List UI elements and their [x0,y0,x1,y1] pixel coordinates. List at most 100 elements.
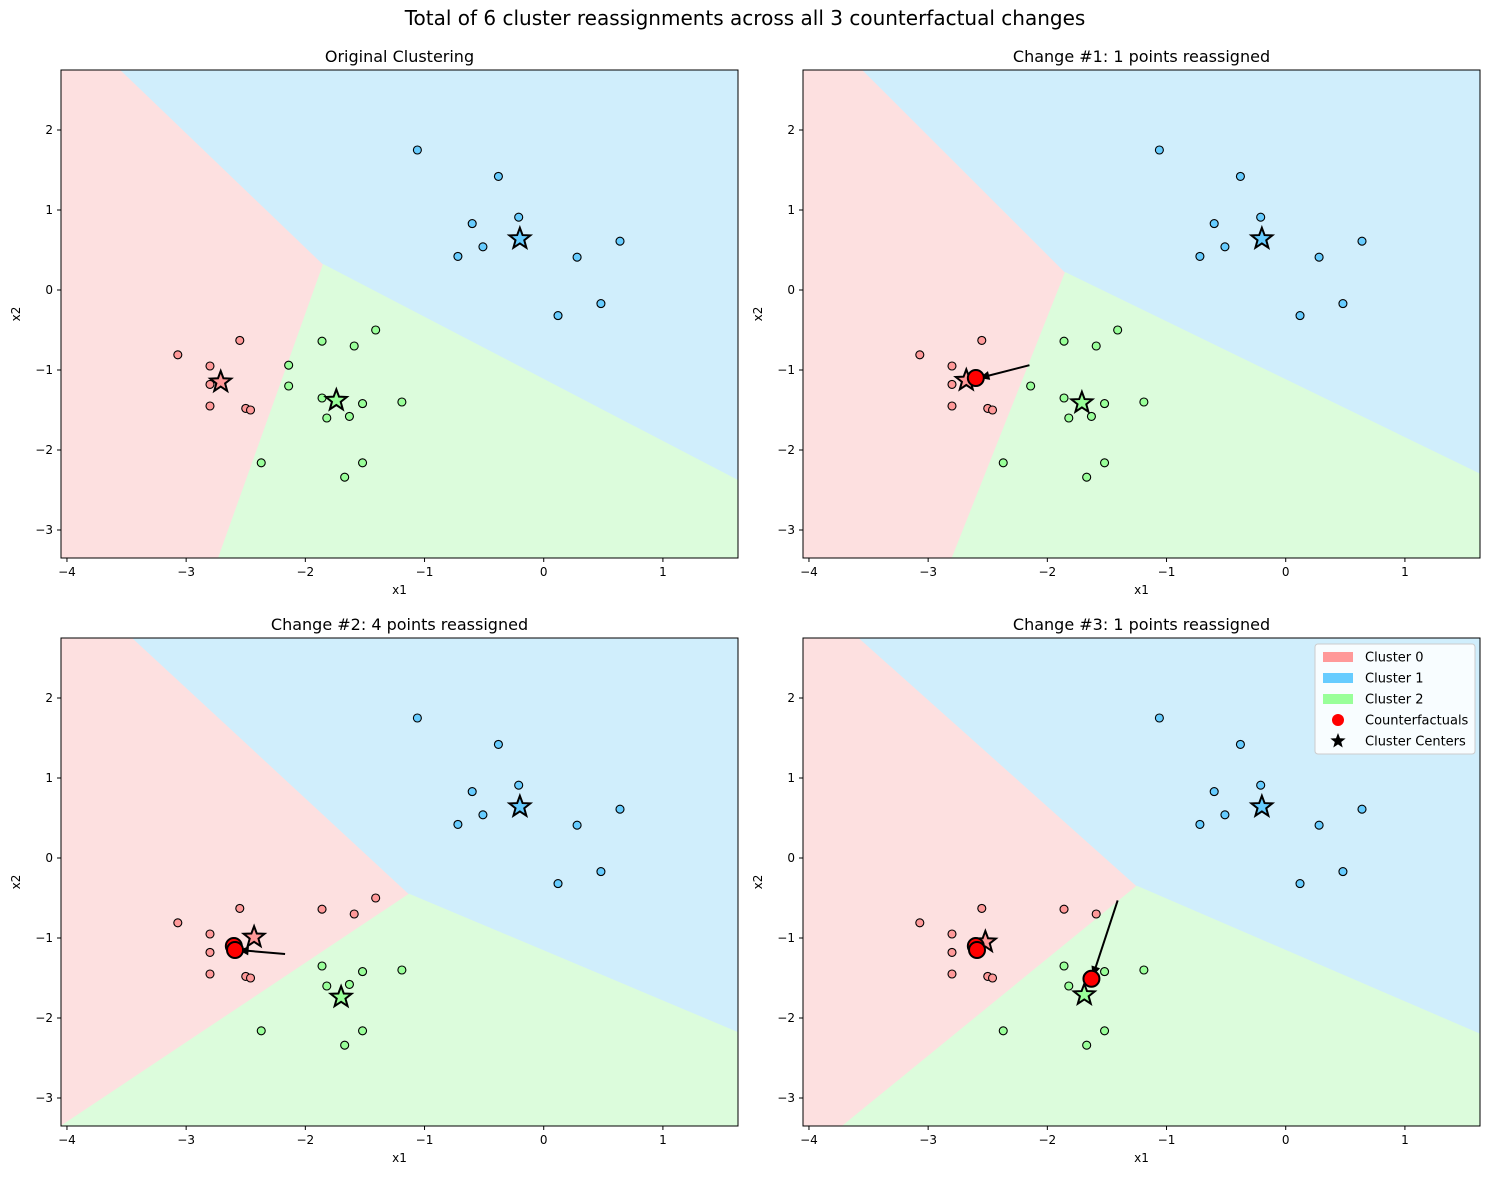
data-point [1082,1040,1092,1050]
y-tick-label: 0 [45,283,53,297]
data-point [358,399,368,409]
data-point [1064,413,1074,423]
data-point [245,405,256,415]
x-tick-label: 1 [1401,1133,1409,1147]
data-point [1220,242,1230,252]
data-point [245,973,256,983]
x-tick-label: −2 [296,1133,314,1147]
y-tick-label: −2 [777,443,795,457]
data-point [478,810,488,820]
x-tick-label: −2 [1038,565,1056,579]
x-tick-label: −4 [58,1133,76,1147]
plot-area [61,638,738,1126]
data-point [205,929,215,939]
data-point [987,405,998,415]
y-tick-label: 2 [45,123,53,137]
data-point [1059,961,1069,971]
data-point [1154,713,1164,723]
data-point [317,393,327,403]
x-tick-label: 0 [540,565,548,579]
data-point [514,212,524,222]
data-point [205,947,215,957]
data-point [1357,236,1367,246]
data-point [915,918,925,928]
axes-frame [802,637,1481,1127]
subplot-original-clustering: Original Clustering −4 −3 −2 −1 0 1 −3 −2 −1 0 1 2 x1… [9,47,739,597]
y-tick-label: −3 [35,523,53,537]
data-point [1082,472,1092,482]
legend-swatch-counterfactual [1332,714,1344,726]
legend-label: Counterfactuals [1365,714,1469,729]
y-tick-label: −3 [35,1091,53,1105]
axes-frame [60,637,739,1127]
data-point [349,341,359,351]
y-tick-label: 1 [45,203,53,217]
x-tick-label: −3 [177,565,195,579]
data-point [1220,810,1230,820]
data-point [205,401,215,411]
data-point [553,879,563,889]
decision-region-cluster-1 [120,70,738,481]
data-point [1091,909,1101,919]
data-point [205,361,215,371]
data-point [947,379,957,389]
subplot-title: Change #2: 4 points reassigned [271,615,528,634]
x-tick-label: 1 [659,1133,667,1147]
data-point [998,458,1008,468]
decision-region-cluster-2 [841,885,1480,1126]
data-point [1235,171,1245,181]
data-point [596,299,606,309]
data-point [1026,381,1036,391]
data-point [1209,219,1219,229]
data-point [596,867,606,877]
data-point [322,981,332,991]
data-point [371,325,381,335]
data-point [1059,904,1069,914]
legend-swatch-cluster-2 [1323,694,1353,704]
subplot-change-3: Change #3: 1 points reassigned −4 −3 −2 −1 0 1… [751,615,1481,1165]
data-point [1100,1026,1110,1036]
data-point [284,381,294,391]
y-tick-label: 2 [787,123,795,137]
data-point [1139,397,1149,407]
cluster-center-star [327,983,355,1009]
data-point [453,819,463,829]
data-point [1314,252,1324,262]
data-point [1100,399,1110,409]
legend-swatch-cluster-0 [1323,652,1353,662]
x-axis-label: x1 [1134,583,1149,597]
y-axis-label: x2 [9,307,23,322]
y-tick-label: 1 [45,771,53,785]
counterfactual-point [966,369,985,387]
counterfactual-point [1082,969,1101,988]
data-point [358,458,368,468]
data-point [358,967,368,977]
data-point [173,918,183,928]
x-tick-label: −4 [800,565,818,579]
data-point [322,413,332,423]
x-tick-label: −4 [800,1133,818,1147]
data-point [256,1026,266,1036]
data-point [1314,820,1324,830]
data-point [987,973,998,983]
data-point [1295,879,1305,889]
data-point [1059,336,1069,346]
data-point [317,904,327,914]
data-point [1235,739,1245,749]
y-tick-label: −3 [777,523,795,537]
counterfactual-point [968,941,987,959]
y-axis-label: x2 [751,307,765,322]
data-point [615,804,625,814]
y-tick-label: −1 [777,363,795,377]
x-tick-label: −2 [296,565,314,579]
y-tick-label: 1 [787,771,795,785]
y-tick-label: −1 [35,931,53,945]
y-tick-label: −1 [35,363,53,377]
data-point [397,965,407,975]
data-point [1256,212,1266,222]
x-tick-label: −1 [1158,1133,1176,1147]
data-point [493,739,503,749]
x-tick-label: 0 [1282,565,1290,579]
y-tick-label: 0 [45,851,53,865]
data-point [344,411,354,421]
